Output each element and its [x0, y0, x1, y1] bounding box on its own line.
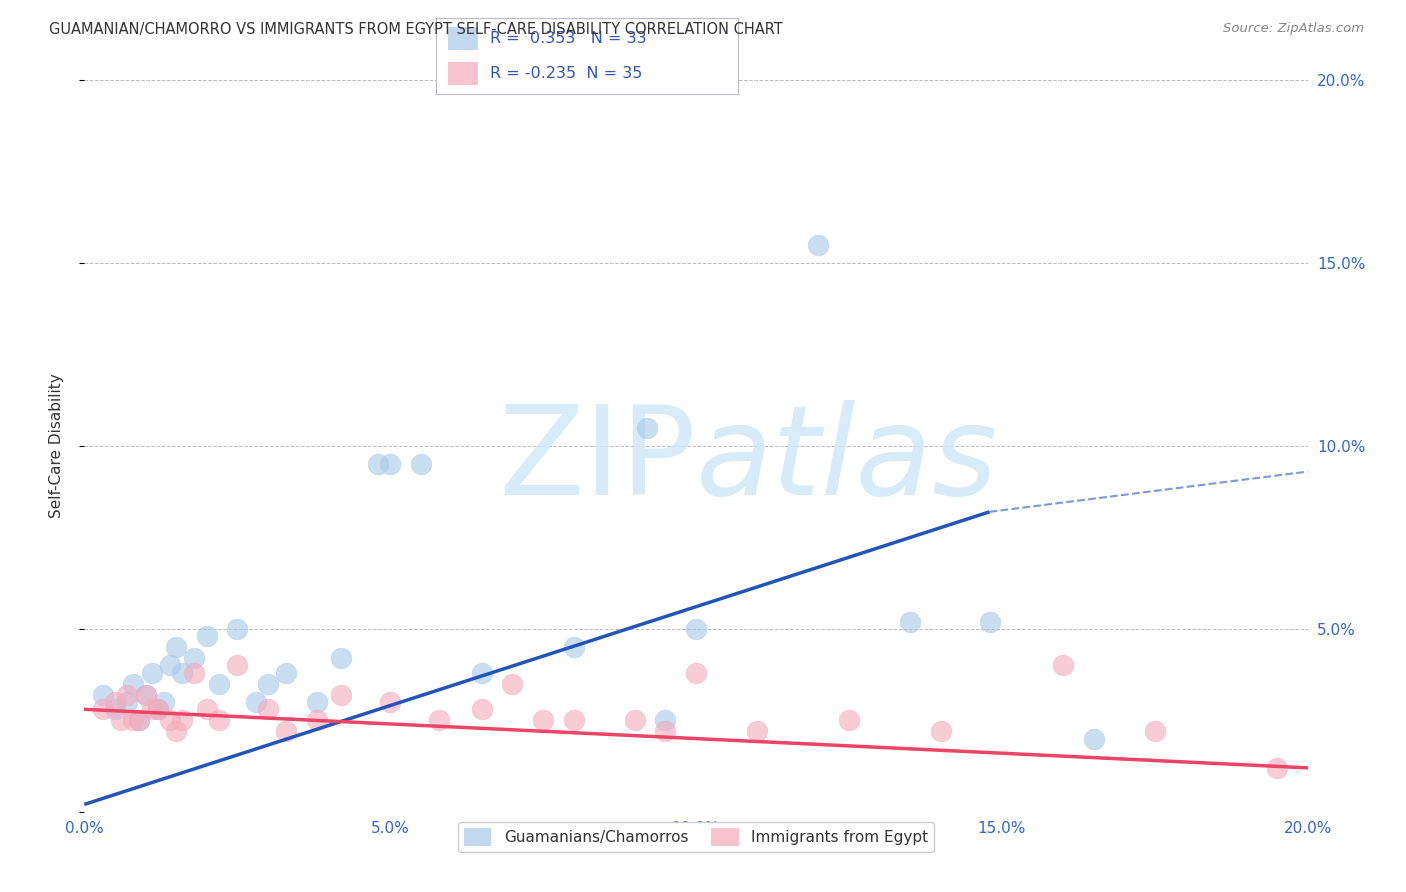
Point [183, 665, 205, 680]
Y-axis label: Self-Care Disability: Self-Care Disability [49, 374, 63, 518]
Point [91, 702, 114, 716]
Point [427, 714, 450, 728]
Point [195, 702, 218, 716]
Point [654, 724, 676, 739]
Legend: Guamanians/Chamorros, Immigrants from Egypt: Guamanians/Chamorros, Immigrants from Eg… [458, 822, 934, 852]
Point [471, 702, 494, 716]
Point [305, 714, 328, 728]
Point [979, 615, 1001, 629]
Point [141, 665, 163, 680]
Point [226, 622, 249, 636]
Point [502, 676, 524, 690]
Point [276, 724, 298, 739]
Point [276, 665, 298, 680]
Point [624, 714, 647, 728]
Point [531, 714, 554, 728]
Point [305, 695, 328, 709]
Point [141, 702, 163, 716]
Point [91, 688, 114, 702]
Text: R = -0.235  N = 35: R = -0.235 N = 35 [491, 66, 643, 80]
Point [165, 724, 187, 739]
Point [159, 658, 181, 673]
Text: R =  0.353   N = 33: R = 0.353 N = 33 [491, 31, 647, 45]
Point [685, 665, 707, 680]
Point [172, 665, 194, 680]
Point [409, 457, 432, 471]
Point [929, 724, 952, 739]
Point [104, 702, 127, 716]
Text: GUAMANIAN/CHAMORRO VS IMMIGRANTS FROM EGYPT SELF-CARE DISABILITY CORRELATION CHA: GUAMANIAN/CHAMORRO VS IMMIGRANTS FROM EG… [49, 22, 783, 37]
Point [153, 695, 176, 709]
Point [380, 457, 402, 471]
FancyBboxPatch shape [449, 62, 478, 85]
Point [245, 695, 267, 709]
Point [330, 688, 353, 702]
Point [562, 714, 585, 728]
Point [135, 688, 157, 702]
Point [471, 665, 494, 680]
Point [654, 714, 676, 728]
Point [110, 714, 132, 728]
Point [367, 457, 389, 471]
Point [685, 622, 707, 636]
Point [159, 714, 181, 728]
Point [172, 714, 194, 728]
Point [636, 421, 658, 435]
Point [1265, 761, 1288, 775]
Point [128, 714, 150, 728]
Point [380, 695, 402, 709]
Point [1052, 658, 1074, 673]
FancyBboxPatch shape [449, 27, 478, 50]
Point [208, 714, 231, 728]
Point [747, 724, 769, 739]
Point [146, 702, 169, 716]
Point [122, 676, 145, 690]
Point [226, 658, 249, 673]
Point [807, 238, 830, 252]
Point [183, 651, 205, 665]
Point [898, 615, 921, 629]
Point [128, 714, 150, 728]
Point [135, 688, 157, 702]
Point [838, 714, 860, 728]
Point [562, 640, 585, 655]
Point [195, 629, 218, 643]
Point [208, 676, 231, 690]
Point [115, 688, 138, 702]
Point [146, 702, 169, 716]
Text: atlas: atlas [696, 401, 998, 521]
Point [257, 676, 280, 690]
Point [165, 640, 187, 655]
Point [1083, 731, 1105, 746]
Text: Source: ZipAtlas.com: Source: ZipAtlas.com [1223, 22, 1364, 36]
Point [115, 695, 138, 709]
Point [1143, 724, 1166, 739]
Point [330, 651, 353, 665]
Point [122, 714, 145, 728]
Text: ZIP: ZIP [498, 401, 696, 521]
Point [257, 702, 280, 716]
Point [104, 695, 127, 709]
